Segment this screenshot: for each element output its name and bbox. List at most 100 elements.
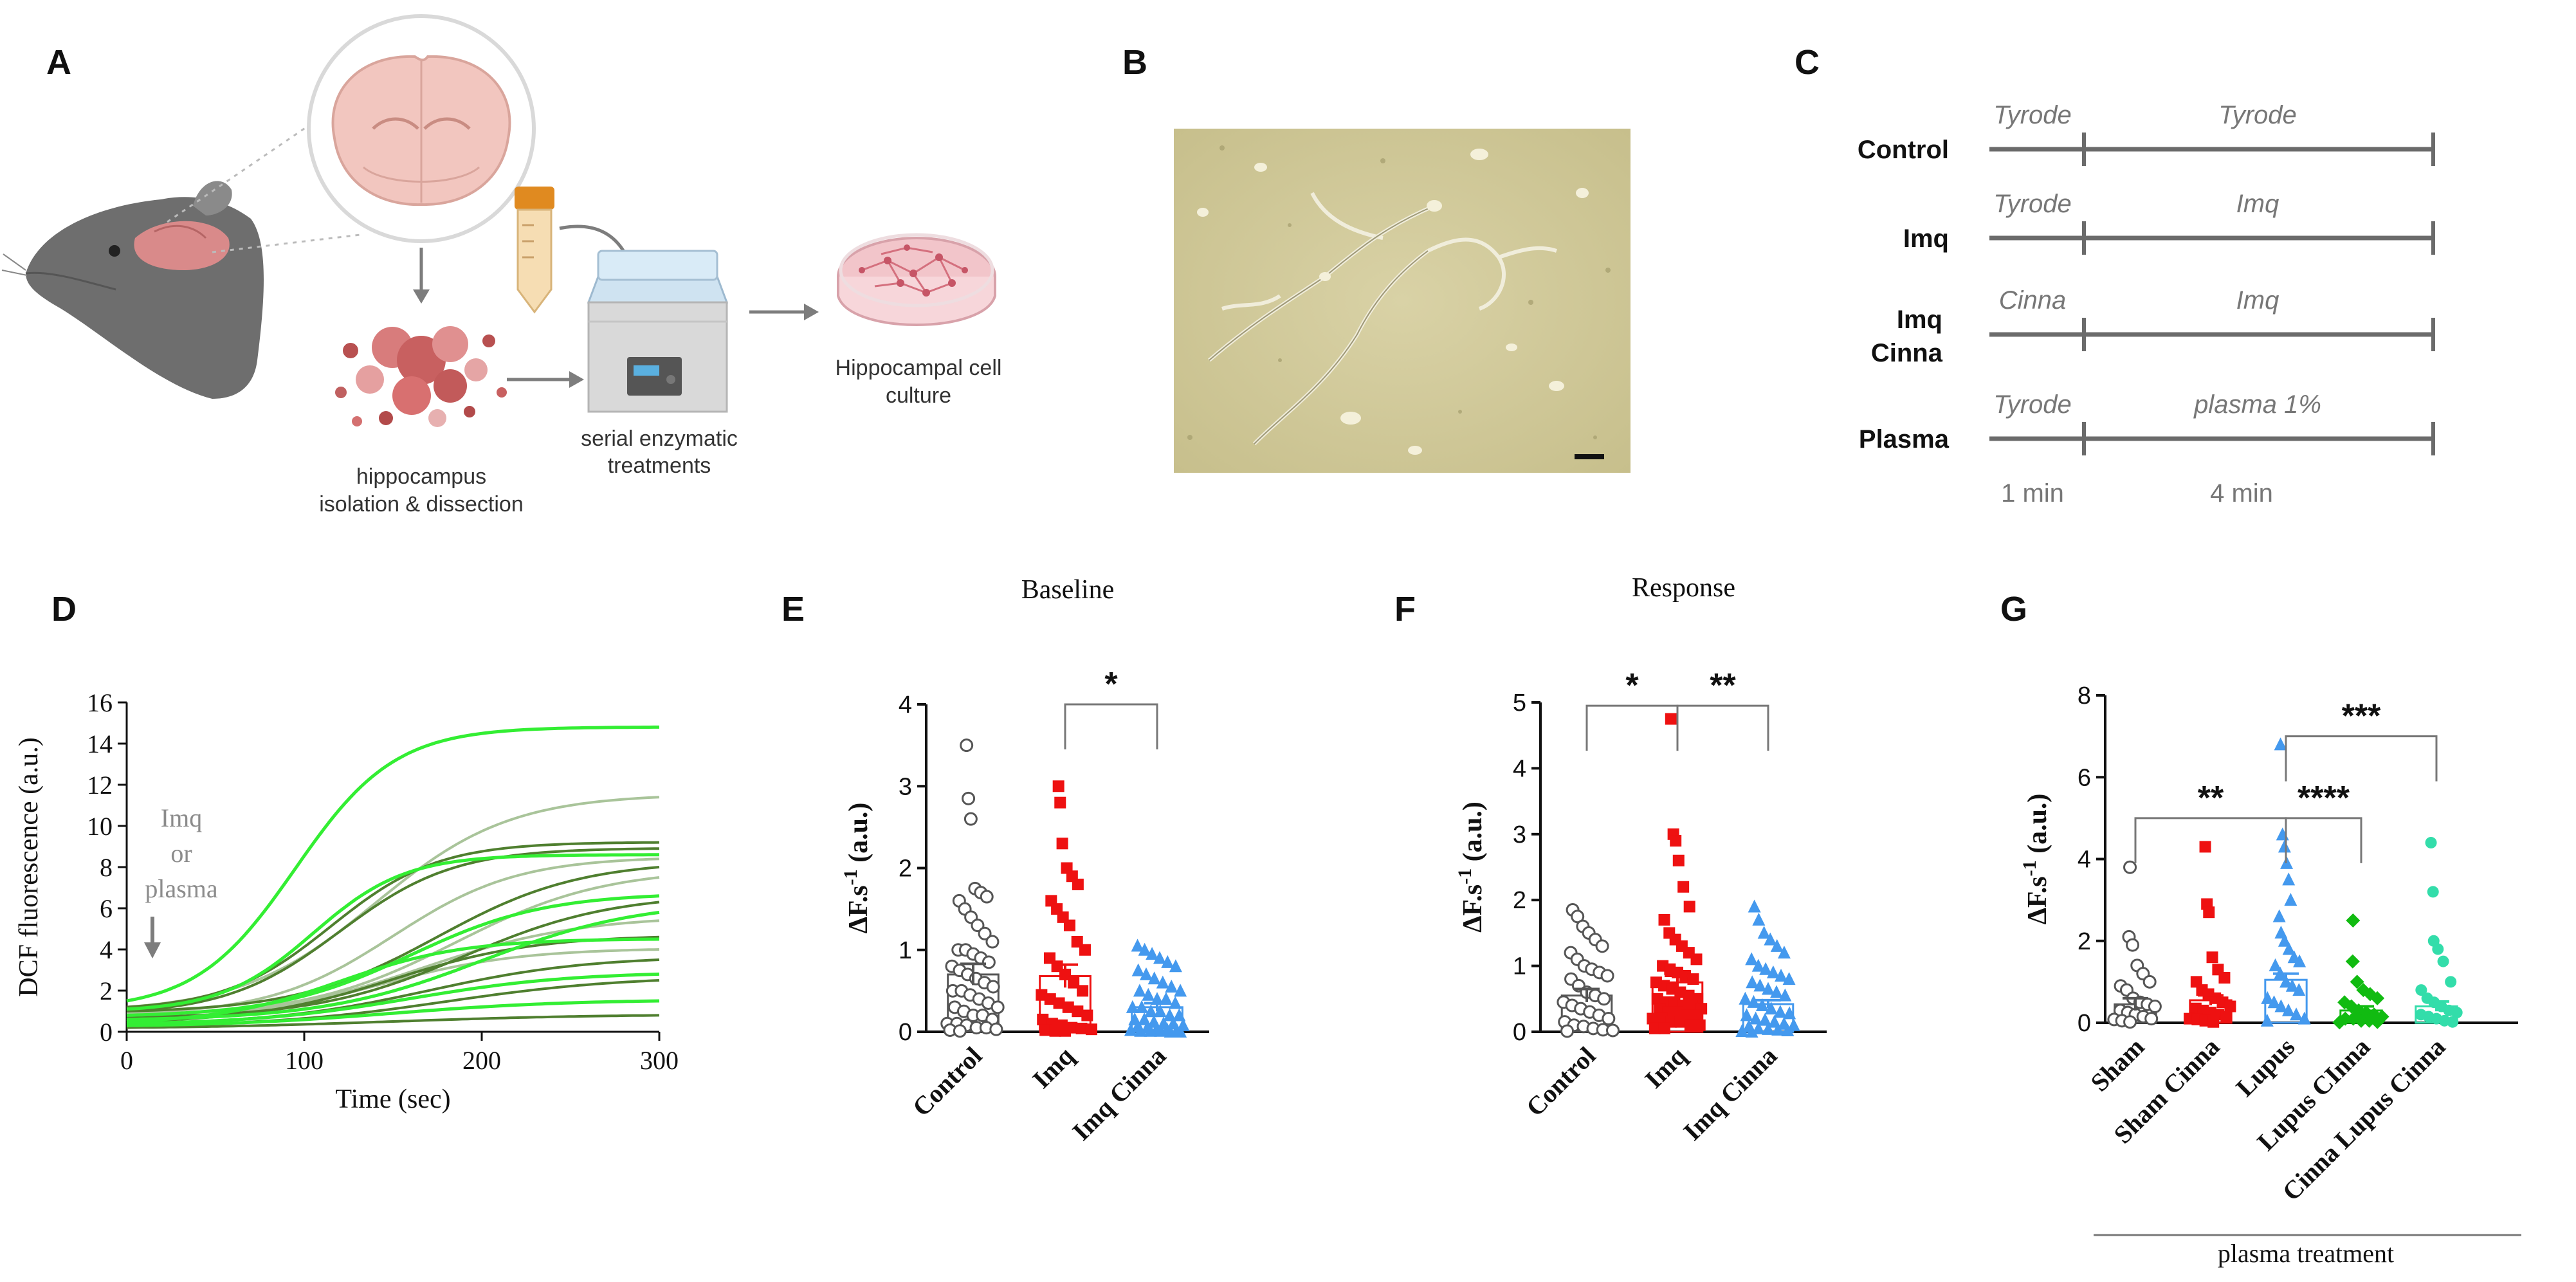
y-tick-label: 6 <box>2078 764 2091 791</box>
data-point <box>2292 983 2306 996</box>
data-point <box>1766 965 1780 978</box>
y-tick-label: 2 <box>899 856 912 883</box>
significance-bracket <box>1676 704 1769 751</box>
x-tick-label: 200 <box>462 1046 501 1075</box>
data-point <box>1154 1023 1167 1037</box>
centrifuge-tube-icon <box>515 187 554 314</box>
data-point <box>1174 984 1187 997</box>
data-point <box>1674 1016 1686 1028</box>
data-point <box>1755 998 1769 1012</box>
panel-d-chart: 0 2 4 6 8 10 12 14 16 0 100 200 300 Time (sec) DCF flu… <box>14 688 679 1114</box>
data-point <box>1174 1025 1187 1038</box>
data-point <box>1740 1008 1753 1021</box>
data-point <box>2451 1007 2463 1019</box>
data-point <box>1762 1021 1775 1035</box>
panel-letter-c: C <box>1795 43 1820 82</box>
data-point <box>1062 1001 1074 1013</box>
significance-label: ** <box>2198 780 2224 817</box>
y-tick-label: 0 <box>1513 1019 1526 1046</box>
data-point <box>1169 959 1182 973</box>
y-tick-label: 5 <box>1513 690 1526 717</box>
data-point <box>2284 893 2297 906</box>
data-point <box>1769 985 1783 998</box>
significance-bracket <box>1064 703 1158 749</box>
data-point <box>2274 999 2288 1012</box>
condition-label: Control <box>1858 136 1949 164</box>
data-point <box>989 1022 1003 1036</box>
data-point <box>1656 1012 1668 1025</box>
time-label-4min: 4 min <box>2210 479 2273 508</box>
y-tick-label: 8 <box>100 853 113 882</box>
data-point <box>2290 1007 2303 1021</box>
data-point <box>2269 958 2282 971</box>
data-point <box>1773 1005 1787 1018</box>
data-point <box>2123 860 2137 874</box>
trace-line <box>126 937 660 1023</box>
data-point <box>991 1000 1005 1014</box>
data-point <box>971 919 985 933</box>
trace-line <box>126 972 660 1025</box>
data-point <box>1649 1022 1661 1034</box>
x-tick-label: 100 <box>285 1046 324 1075</box>
y-tick-label: 0 <box>2078 1010 2091 1037</box>
treatment-label: Tyrode <box>2218 101 2297 129</box>
data-point <box>2272 909 2286 922</box>
significance-bracket <box>1585 704 1679 751</box>
data-point <box>2278 839 2291 853</box>
panel-f-chart: 0 1 2 3 4 5 ΔF.s-1 (a.u.) Response Control ImqImq… <box>1454 573 1827 1146</box>
data-point <box>978 926 992 940</box>
y-tick-label: 2 <box>100 976 113 1005</box>
significance-bracket <box>2285 817 2362 863</box>
y-tick-label: 1 <box>899 937 912 964</box>
data-point <box>962 791 976 805</box>
data-point <box>2432 943 2444 955</box>
y-tick-label: 3 <box>1513 821 1526 848</box>
y-tick-label: 0 <box>100 1018 113 1047</box>
data-point <box>2346 913 2361 928</box>
data-point <box>2206 951 2218 964</box>
data-point <box>1762 982 1775 995</box>
data-point <box>1153 951 1167 964</box>
data-point <box>2293 954 2307 967</box>
significance-label: * <box>1104 666 1118 703</box>
data-point <box>2267 995 2281 1009</box>
y-tick-label: 14 <box>87 729 113 758</box>
water-bath-icon <box>587 250 729 413</box>
x-tick-label: 0 <box>120 1046 133 1075</box>
data-point <box>1777 946 1791 959</box>
data-point <box>1654 1003 1666 1015</box>
panel-b-micrograph <box>1174 129 1631 473</box>
data-point <box>1647 1012 1659 1025</box>
panel-letter-a: A <box>46 43 71 82</box>
data-point <box>2220 1011 2233 1023</box>
data-point <box>2148 1000 2162 1014</box>
trace-line <box>126 910 660 1021</box>
data-point <box>1147 971 1161 985</box>
data-point <box>1694 1019 1706 1031</box>
scale-bar <box>1575 454 1604 459</box>
enzymatic-label-line1: serial enzymatic <box>581 426 738 451</box>
data-point <box>1124 1023 1137 1036</box>
data-point <box>1746 975 1759 989</box>
data-point <box>2199 841 2211 853</box>
data-point <box>1665 713 1677 725</box>
data-point <box>1739 991 1752 1005</box>
x-axis-label: Time (sec) <box>335 1085 450 1114</box>
data-point <box>1595 939 1609 953</box>
data-point <box>953 1024 967 1038</box>
y-tick-label: 6 <box>100 894 113 923</box>
data-point <box>2437 955 2449 967</box>
data-point <box>1672 1006 1683 1018</box>
y-tick-label: 8 <box>2078 682 2091 710</box>
data-point <box>1560 1024 1575 1038</box>
hippocampus-label-line1: hippocampus <box>356 464 486 489</box>
trace-line <box>126 847 660 1012</box>
y-tick-label: 2 <box>1513 887 1526 914</box>
condition-label: Cinna <box>1871 339 1943 367</box>
data-point <box>1670 835 1682 847</box>
y-axis-label: ΔF.s-1 (a.u.) <box>1454 801 1488 933</box>
data-point <box>1139 967 1153 980</box>
data-point <box>1758 1012 1772 1026</box>
data-point <box>1144 1023 1157 1037</box>
